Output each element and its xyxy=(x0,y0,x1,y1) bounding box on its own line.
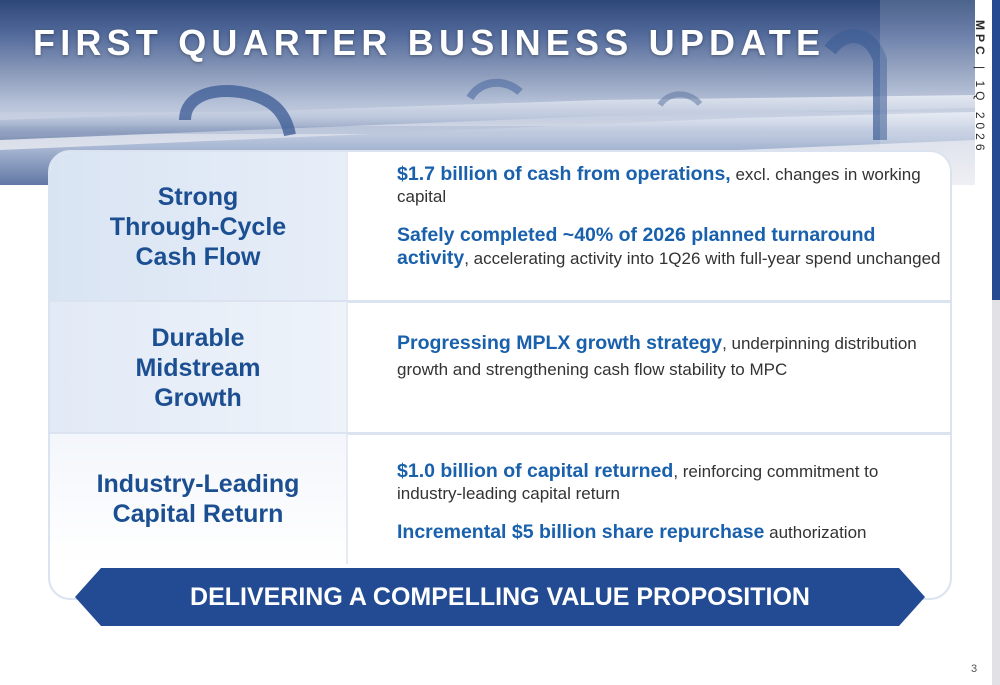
bullet-highlight: $1.7 billion of cash from operations, xyxy=(397,163,731,185)
pillar-cell: Strong Through-Cycle Cash Flow xyxy=(50,152,346,302)
bullet-text: , underpinning distribution growth and s… xyxy=(397,334,917,379)
bullet-text: excl. changes in working capital xyxy=(397,165,921,206)
pillar-row-capital-return: Industry-Leading Capital Return $1.0 bil… xyxy=(50,434,950,598)
page-number: 3 xyxy=(971,663,978,675)
pillar-title-capital-return: Industry-Leading Capital Return xyxy=(96,470,300,528)
row-divider xyxy=(50,300,950,303)
side-label-separator: | xyxy=(973,66,987,74)
pillar-title-midstream-growth: Durable Midstream Growth xyxy=(135,324,261,412)
value-proposition-banner: DELIVERING A COMPELLING VALUE PROPOSITIO… xyxy=(75,568,925,626)
column-divider xyxy=(346,434,348,564)
pillar-content: $1.7 billion of cash from operations, ex… xyxy=(346,152,950,302)
bullet-capital-returned: $1.0 billion of capital returned, reinfo… xyxy=(397,460,942,505)
pillar-cell: Durable Midstream Growth xyxy=(50,302,346,434)
side-label-company: MPC xyxy=(973,20,987,59)
bullet-highlight: Incremental $5 billion share repurchase xyxy=(397,521,765,543)
side-label-period: 1Q 2026 xyxy=(973,80,987,155)
bullet-highlight: Safely completed ~40% of 2026 planned tu… xyxy=(397,224,876,269)
pillar-cell: Industry-Leading Capital Return xyxy=(50,434,346,564)
bullet-mplx-growth: Progressing MPLX growth strategy, underp… xyxy=(397,330,942,383)
pillar-content: $1.0 billion of capital returned, reinfo… xyxy=(346,434,950,598)
column-divider xyxy=(346,302,348,434)
bullet-cash-from-operations: $1.7 billion of cash from operations, ex… xyxy=(397,163,942,208)
pillar-row-cash-flow: Strong Through-Cycle Cash Flow $1.7 bill… xyxy=(50,152,950,302)
bullet-text: , reinforcing commitment to industry-lea… xyxy=(397,462,879,503)
side-accent-bar xyxy=(992,0,1000,300)
bullet-highlight: Progressing MPLX growth strategy xyxy=(397,332,723,354)
bullet-text: , accelerating activity into 1Q26 with f… xyxy=(464,249,941,268)
column-divider xyxy=(346,152,348,302)
row-divider xyxy=(50,432,950,435)
update-card: Strong Through-Cycle Cash Flow $1.7 bill… xyxy=(48,150,952,600)
bullet-turnaround-activity: Safely completed ~40% of 2026 planned tu… xyxy=(397,224,942,270)
side-grey-bar xyxy=(992,300,1000,685)
pillar-row-midstream-growth: Durable Midstream Growth Progressing MPL… xyxy=(50,302,950,434)
side-label: MPC | 1Q 2026 xyxy=(973,20,987,155)
bullet-share-repurchase: Incremental $5 billion share repurchase … xyxy=(397,521,942,544)
pillar-title-cash-flow: Strong Through-Cycle Cash Flow xyxy=(109,183,287,271)
pillar-content: Progressing MPLX growth strategy, underp… xyxy=(346,302,950,434)
bullet-highlight: $1.0 billion of capital returned xyxy=(397,460,674,482)
page-title: FIRST QUARTER BUSINESS UPDATE xyxy=(33,22,826,63)
banner-text: DELIVERING A COMPELLING VALUE PROPOSITIO… xyxy=(190,582,810,611)
bullet-text: authorization xyxy=(764,523,867,542)
